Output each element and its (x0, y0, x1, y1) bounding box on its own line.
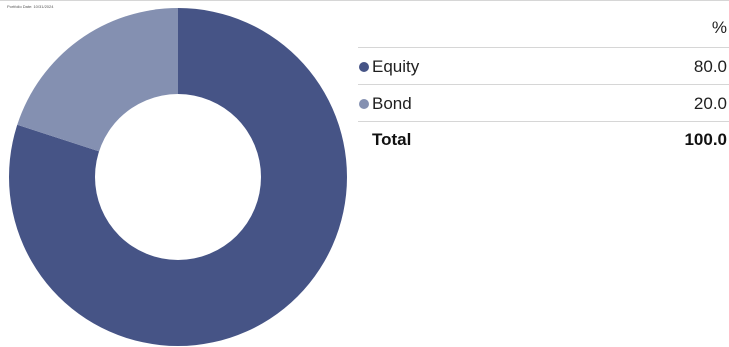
total-value: 100.0 (684, 130, 727, 149)
bond-swatch (359, 99, 369, 109)
percent-column-header: % (711, 18, 727, 37)
donut-hole (95, 94, 261, 260)
allocation-table: % Equity 80.0 Bond 20.0 Total 100.0 (358, 14, 729, 158)
top-divider (0, 0, 729, 1)
table-header: % (358, 14, 729, 48)
equity-swatch (359, 62, 369, 72)
table-row-equity: Equity 80.0 (358, 48, 729, 85)
table-row-bond: Bond 20.0 (358, 85, 729, 122)
allocation-donut-chart (9, 8, 348, 346)
table-row-total: Total 100.0 (358, 122, 729, 158)
total-label: Total (372, 130, 412, 149)
equity-label: Equity (372, 57, 420, 76)
bond-value: 20.0 (693, 94, 727, 113)
portfolio-date: Portfolio Date: 10/31/2024 (7, 4, 54, 9)
bond-label: Bond (372, 94, 412, 113)
equity-value: 80.0 (693, 57, 727, 76)
